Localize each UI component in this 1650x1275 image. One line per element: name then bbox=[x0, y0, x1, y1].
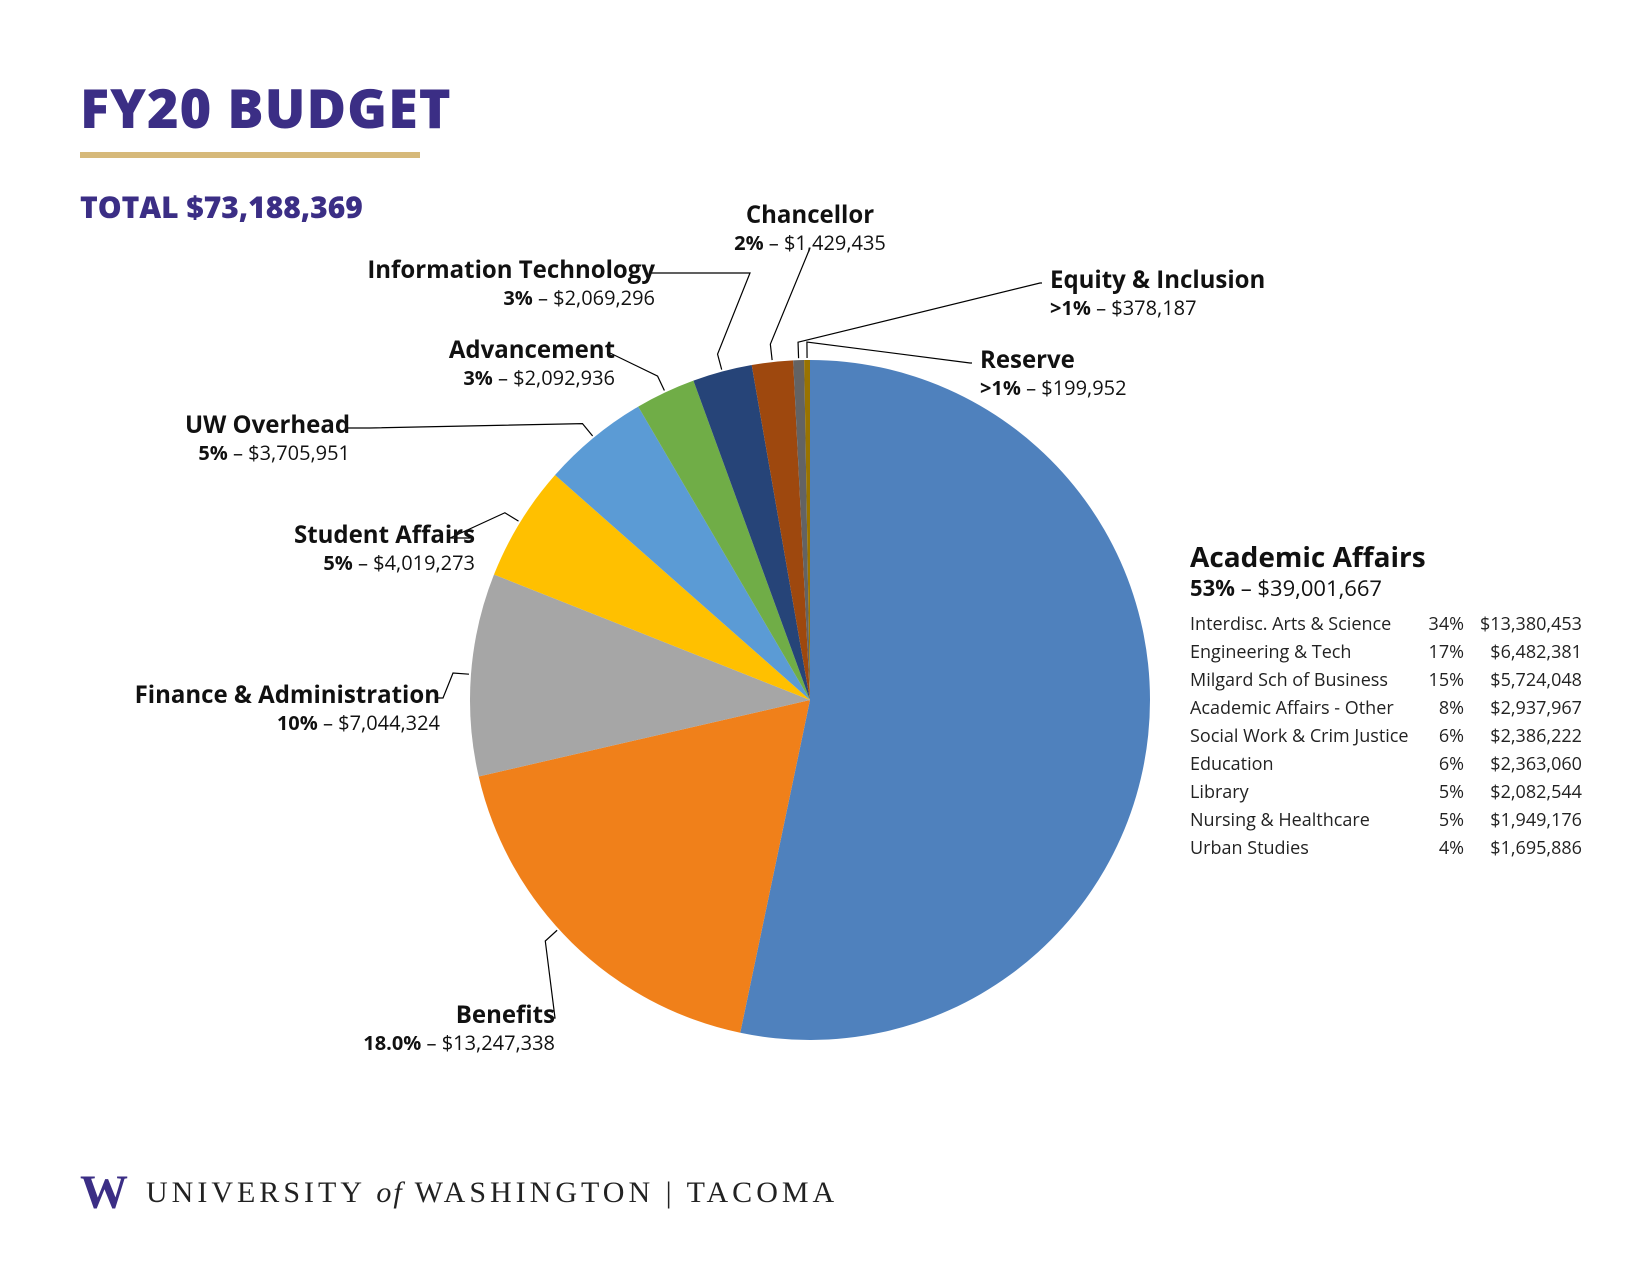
breakdown-amount: $13,380,453 bbox=[1470, 610, 1588, 638]
footer-wash: WASHINGTON bbox=[404, 1176, 666, 1209]
breakdown-amount: $6,482,381 bbox=[1470, 638, 1588, 666]
breakdown-name: Academic Affairs - Other bbox=[1190, 694, 1415, 722]
breakdown-name: Urban Studies bbox=[1190, 834, 1415, 862]
breakdown-name: Engineering & Tech bbox=[1190, 638, 1415, 666]
breakdown-table: Interdisc. Arts & Science34%$13,380,453E… bbox=[1190, 610, 1588, 862]
slice-label: Student Affairs5% – $4,019,273 bbox=[294, 520, 475, 575]
table-row: Interdisc. Arts & Science34%$13,380,453 bbox=[1190, 610, 1588, 638]
breakdown-amount: $1,949,176 bbox=[1470, 806, 1588, 834]
footer-sep: | bbox=[666, 1176, 687, 1209]
breakdown-amount: $1,695,886 bbox=[1470, 834, 1588, 862]
breakdown-name: Social Work & Crim Justice bbox=[1190, 722, 1415, 750]
slice-label: Chancellor2% – $1,429,435 bbox=[700, 200, 920, 255]
slice-label: Reserve>1% – $199,952 bbox=[980, 345, 1127, 400]
slice-label: Benefits18.0% – $13,247,338 bbox=[363, 1000, 555, 1055]
breakdown-pct: 6% bbox=[1415, 750, 1470, 778]
table-row: Education6%$2,363,060 bbox=[1190, 750, 1588, 778]
breakdown-amount: $2,937,967 bbox=[1470, 694, 1588, 722]
table-row: Engineering & Tech17%$6,482,381 bbox=[1190, 638, 1588, 666]
breakdown-pct: 6% bbox=[1415, 722, 1470, 750]
breakdown-pct: 5% bbox=[1415, 778, 1470, 806]
uw-w-mark: W bbox=[80, 1165, 128, 1220]
breakdown-name: Milgard Sch of Business bbox=[1190, 666, 1415, 694]
breakdown-pct: 17% bbox=[1415, 638, 1470, 666]
breakdown-pct: 4% bbox=[1415, 834, 1470, 862]
breakdown-name: Nursing & Healthcare bbox=[1190, 806, 1415, 834]
table-row: Academic Affairs - Other8%$2,937,967 bbox=[1190, 694, 1588, 722]
slice-label: Information Technology3% – $2,069,296 bbox=[367, 255, 655, 310]
slice-label: Advancement3% – $2,092,936 bbox=[449, 335, 615, 390]
footer-logo: W UNIVERSITY of WASHINGTON | TACOMA bbox=[80, 1165, 838, 1220]
footer-tacoma: TACOMA bbox=[687, 1176, 839, 1209]
table-row: Urban Studies4%$1,695,886 bbox=[1190, 834, 1588, 862]
breakdown-name: Library bbox=[1190, 778, 1415, 806]
footer-of: of bbox=[376, 1176, 403, 1209]
table-row: Milgard Sch of Business15%$5,724,048 bbox=[1190, 666, 1588, 694]
slice-label: Finance & Administration10% – $7,044,324 bbox=[135, 680, 440, 735]
breakdown-name: Interdisc. Arts & Science bbox=[1190, 610, 1415, 638]
slice-label: Equity & Inclusion>1% – $378,187 bbox=[1050, 265, 1265, 320]
breakdown-amount: $5,724,048 bbox=[1470, 666, 1588, 694]
breakdown-pct: 15% bbox=[1415, 666, 1470, 694]
breakdown-name: Education bbox=[1190, 750, 1415, 778]
academic-affairs-breakdown: Interdisc. Arts & Science34%$13,380,453E… bbox=[1190, 610, 1588, 862]
breakdown-amount: $2,363,060 bbox=[1470, 750, 1588, 778]
breakdown-pct: 5% bbox=[1415, 806, 1470, 834]
table-row: Social Work & Crim Justice6%$2,386,222 bbox=[1190, 722, 1588, 750]
table-row: Nursing & Healthcare5%$1,949,176 bbox=[1190, 806, 1588, 834]
breakdown-pct: 34% bbox=[1415, 610, 1470, 638]
breakdown-amount: $2,082,544 bbox=[1470, 778, 1588, 806]
slice-label: Academic Affairs53% – $39,001,667 bbox=[1190, 540, 1426, 603]
university-name: UNIVERSITY of WASHINGTON | TACOMA bbox=[146, 1176, 838, 1210]
footer-univ: UNIVERSITY bbox=[146, 1176, 376, 1209]
breakdown-amount: $2,386,222 bbox=[1470, 722, 1588, 750]
breakdown-pct: 8% bbox=[1415, 694, 1470, 722]
table-row: Library5%$2,082,544 bbox=[1190, 778, 1588, 806]
slice-label: UW Overhead5% – $3,705,951 bbox=[185, 410, 350, 465]
